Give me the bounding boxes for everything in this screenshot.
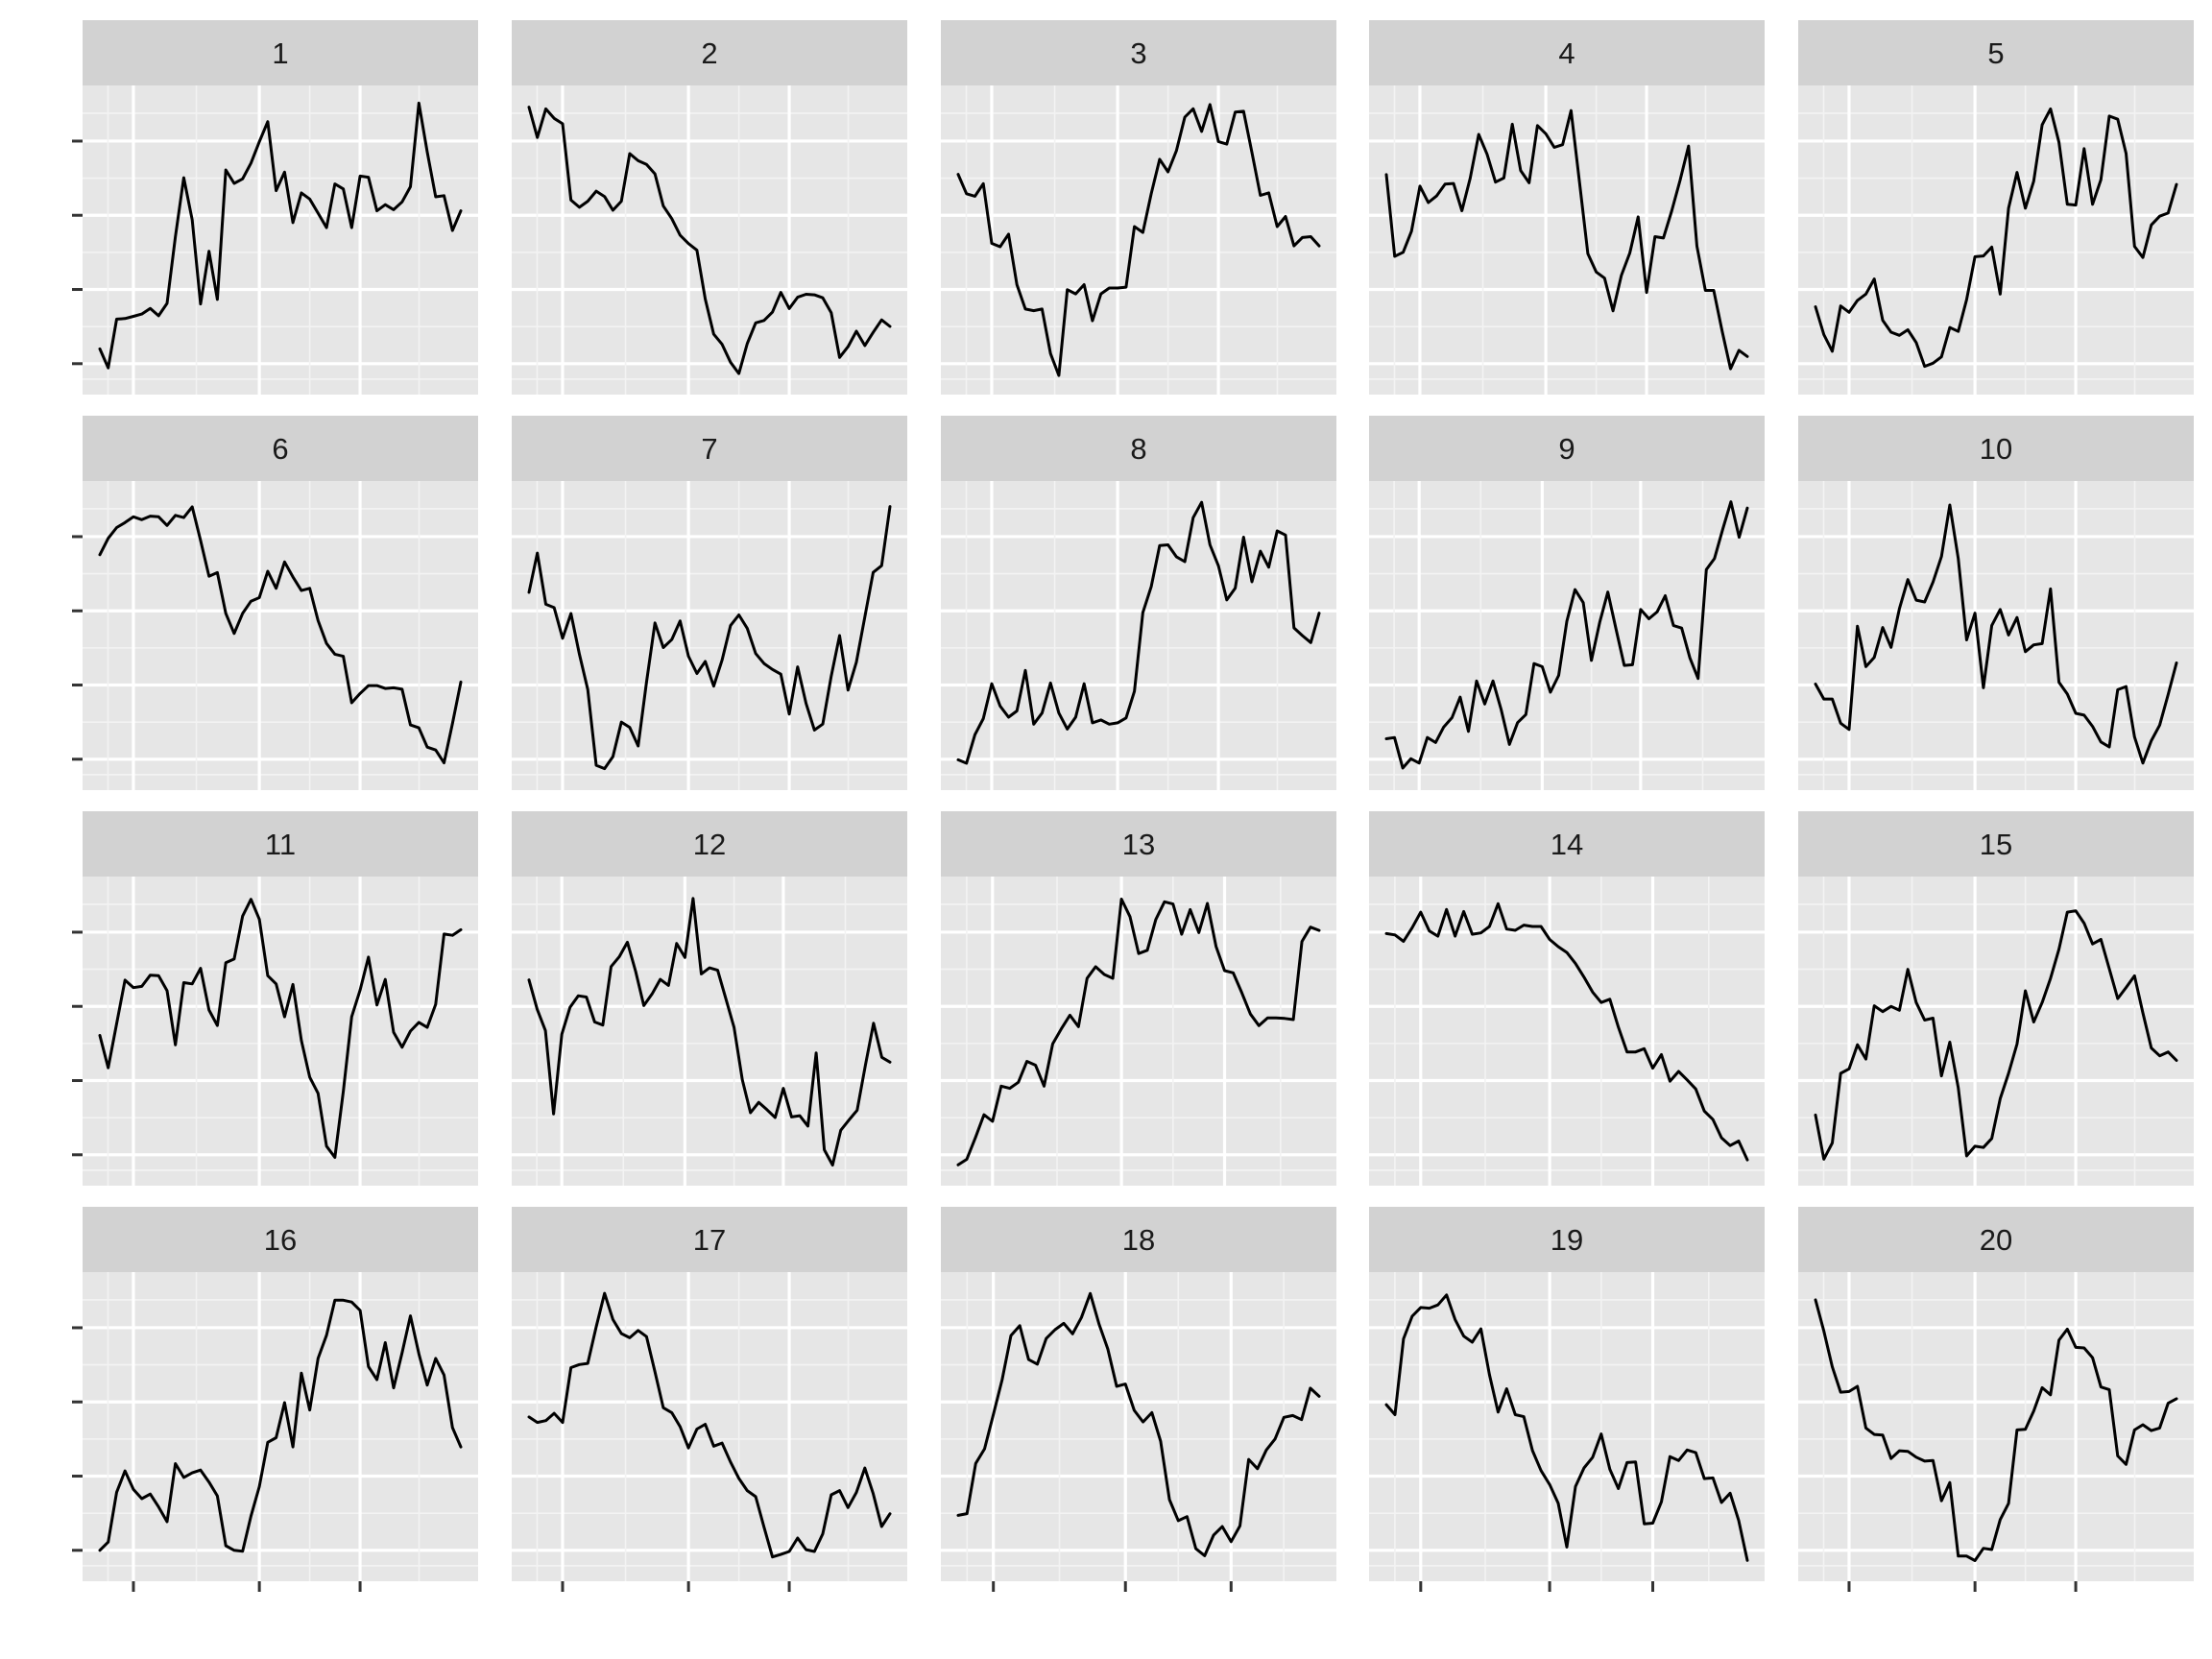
strip-label: 9 [1558, 432, 1575, 466]
strip-label: 19 [1551, 1223, 1583, 1257]
strip-background [83, 1207, 478, 1272]
panel-7: 7 [512, 416, 907, 790]
series-line [1814, 107, 2178, 369]
panel-background [1798, 877, 2194, 1186]
strip-background [512, 416, 907, 481]
strip-label: 5 [1987, 36, 2004, 70]
panel-background [1369, 481, 1765, 790]
strip-background [83, 416, 478, 481]
series-line [98, 505, 463, 765]
strip-background [941, 1207, 1336, 1272]
strip-background [1369, 20, 1765, 85]
panel-11: 11 [72, 811, 478, 1186]
strip-label: 4 [1558, 36, 1575, 70]
series-line [1384, 902, 1749, 1162]
panel-background [941, 877, 1336, 1186]
panel-17: 17 [512, 1207, 907, 1592]
series-line [956, 898, 1321, 1166]
series-line [956, 103, 1321, 377]
panel-background [941, 481, 1336, 790]
strip-background [512, 1207, 907, 1272]
strip-label: 2 [701, 36, 717, 70]
panel-background [1798, 481, 2194, 790]
strip-label: 17 [693, 1223, 726, 1257]
strip-label: 18 [1122, 1223, 1155, 1257]
strip-background [941, 811, 1336, 877]
panel-10: 10 [1798, 416, 2194, 790]
strip-background [83, 811, 478, 877]
strip-background [941, 416, 1336, 481]
strip-label: 13 [1122, 828, 1155, 861]
strip-background [1369, 416, 1765, 481]
panel-background [512, 481, 907, 790]
series-line [1814, 909, 2178, 1161]
strip-background [941, 20, 1336, 85]
panel-9: 9 [1369, 416, 1765, 790]
strip-label: 20 [1980, 1223, 2012, 1257]
panel-4: 4 [1369, 20, 1765, 395]
series-line [527, 1291, 892, 1559]
panel-13: 13 [941, 811, 1336, 1186]
strip-background [1798, 1207, 2194, 1272]
panel-background [83, 481, 478, 790]
strip-label: 14 [1551, 828, 1583, 861]
panel-15: 15 [1798, 811, 2194, 1186]
series-line [956, 1291, 1321, 1557]
panel-12: 12 [512, 811, 907, 1186]
panel-2: 2 [512, 20, 907, 395]
panel-background [512, 1272, 907, 1581]
panel-6: 6 [72, 416, 478, 790]
panel-1: 1 [72, 20, 478, 395]
strip-background [512, 20, 907, 85]
series-line [527, 106, 892, 375]
panel-8: 8 [941, 416, 1336, 790]
panel-background [1798, 85, 2194, 395]
series-line [1384, 108, 1749, 371]
panel-background [941, 85, 1336, 395]
strip-label: 16 [264, 1223, 297, 1257]
panel-background [1369, 85, 1765, 395]
strip-background [1369, 1207, 1765, 1272]
strip-background [83, 20, 478, 85]
panel-20: 20 [1798, 1207, 2194, 1592]
series-line [1384, 1293, 1749, 1562]
panel-background [512, 877, 907, 1186]
panel-3: 3 [941, 20, 1336, 395]
panel-5: 5 [1798, 20, 2194, 395]
panel-16: 16 [72, 1207, 478, 1592]
panel-background [1369, 1272, 1765, 1581]
strip-background [512, 811, 907, 877]
strip-label: 6 [272, 432, 288, 466]
panel-background [83, 85, 478, 395]
panel-14: 14 [1369, 811, 1765, 1186]
panel-background [941, 1272, 1336, 1581]
panel-19: 19 [1369, 1207, 1765, 1592]
strip-background [1369, 811, 1765, 877]
panel-18: 18 [941, 1207, 1336, 1592]
series-line [98, 1298, 463, 1553]
strip-label: 15 [1980, 828, 2012, 861]
series-line [527, 897, 892, 1166]
strip-label: 10 [1980, 432, 2012, 466]
series-line [98, 898, 463, 1159]
strip-background [1798, 416, 2194, 481]
strip-label: 7 [701, 432, 717, 466]
strip-background [1798, 20, 2194, 85]
series-line [98, 101, 463, 370]
strip-label: 1 [272, 36, 288, 70]
strip-label: 8 [1130, 432, 1146, 466]
strip-label: 3 [1130, 36, 1146, 70]
strip-background [1798, 811, 2194, 877]
strip-label: 12 [693, 828, 726, 861]
strip-label: 11 [265, 828, 296, 861]
panel-background [512, 85, 907, 395]
series-line [1384, 500, 1749, 770]
panel-background [1369, 877, 1765, 1186]
series-line [1814, 1298, 2178, 1562]
series-line [1814, 503, 2178, 765]
series-line [527, 505, 892, 771]
series-line [956, 500, 1321, 765]
